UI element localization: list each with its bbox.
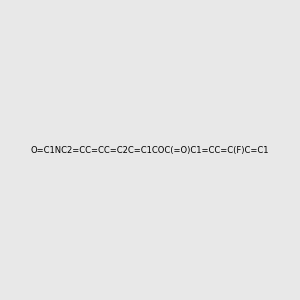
Text: O=C1NC2=CC=CC=C2C=C1COC(=O)C1=CC=C(F)C=C1: O=C1NC2=CC=CC=C2C=C1COC(=O)C1=CC=C(F)C=C… bbox=[31, 146, 269, 154]
